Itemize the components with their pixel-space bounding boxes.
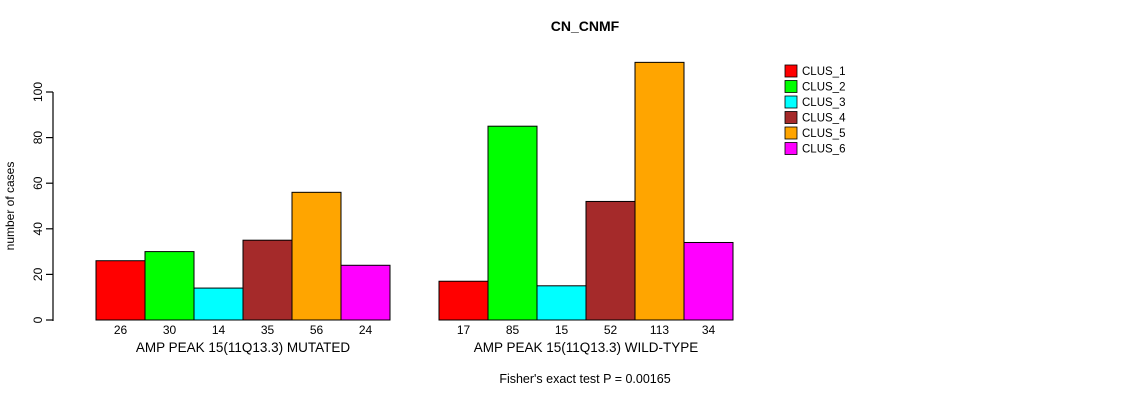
legend-swatch-CLUS_5 bbox=[784, 126, 798, 140]
bar-CLUS_4-group2 bbox=[585, 200, 636, 321]
legend-label: CLUS_4 bbox=[802, 113, 846, 125]
y-tick-label: 0 bbox=[31, 316, 45, 323]
bar-value-label: 35 bbox=[261, 323, 275, 337]
legend-swatch-CLUS_6 bbox=[784, 142, 798, 155]
bar-value-label: 26 bbox=[114, 323, 128, 337]
bar-value-label: 85 bbox=[506, 323, 520, 337]
group-label: AMP PEAK 15(11Q13.3) WILD-TYPE bbox=[474, 340, 699, 355]
bar-CLUS_4-group1 bbox=[242, 239, 293, 321]
legend-label: CLUS_6 bbox=[802, 144, 845, 156]
bar-CLUS_2-group1 bbox=[144, 251, 195, 321]
legend-label: CLUS_2 bbox=[802, 82, 845, 94]
legend-label: CLUS_3 bbox=[802, 97, 845, 109]
bar-CLUS_5-group1 bbox=[291, 191, 342, 321]
y-tick-label: 80 bbox=[31, 131, 45, 145]
legend-label: CLUS_1 bbox=[802, 66, 845, 78]
y-axis-title: number of cases bbox=[3, 162, 17, 251]
bar-value-label: 56 bbox=[310, 323, 324, 337]
bar-value-label: 34 bbox=[702, 323, 716, 337]
legend-swatch-CLUS_4 bbox=[784, 111, 798, 124]
bar-CLUS_6-group1 bbox=[340, 264, 391, 321]
y-tick-label: 20 bbox=[31, 267, 45, 281]
bar-CLUS_3-group1 bbox=[193, 287, 244, 321]
bar-CLUS_2-group2 bbox=[487, 125, 538, 321]
y-tick-label: 40 bbox=[31, 222, 45, 236]
bar-value-label: 15 bbox=[555, 323, 569, 337]
legend-label: CLUS_5 bbox=[802, 128, 845, 140]
bar-CLUS_3-group2 bbox=[536, 285, 587, 321]
bar-value-label: 17 bbox=[457, 323, 471, 337]
bar-value-label: 113 bbox=[650, 323, 669, 337]
bar-CLUS_1-group2 bbox=[438, 280, 489, 321]
footnote: Fisher's exact test P = 0.00165 bbox=[499, 372, 670, 386]
bar-value-label: 24 bbox=[359, 323, 373, 337]
legend-swatch-CLUS_1 bbox=[784, 64, 798, 78]
bar-CLUS_6-group2 bbox=[683, 241, 734, 321]
bar-value-label: 30 bbox=[163, 323, 177, 337]
legend-swatch-CLUS_3 bbox=[784, 95, 798, 109]
bar-CLUS_1-group1 bbox=[95, 260, 146, 321]
y-tick-label: 100 bbox=[31, 82, 45, 102]
chart-title: CN_CNMF bbox=[551, 18, 620, 34]
group-label: AMP PEAK 15(11Q13.3) MUTATED bbox=[136, 340, 351, 355]
bar-value-label: 14 bbox=[212, 323, 226, 337]
y-tick-label: 60 bbox=[31, 176, 45, 190]
bar-value-label: 52 bbox=[604, 323, 618, 337]
legend-swatch-CLUS_2 bbox=[784, 80, 798, 93]
bar-CLUS_5-group2 bbox=[634, 61, 685, 321]
